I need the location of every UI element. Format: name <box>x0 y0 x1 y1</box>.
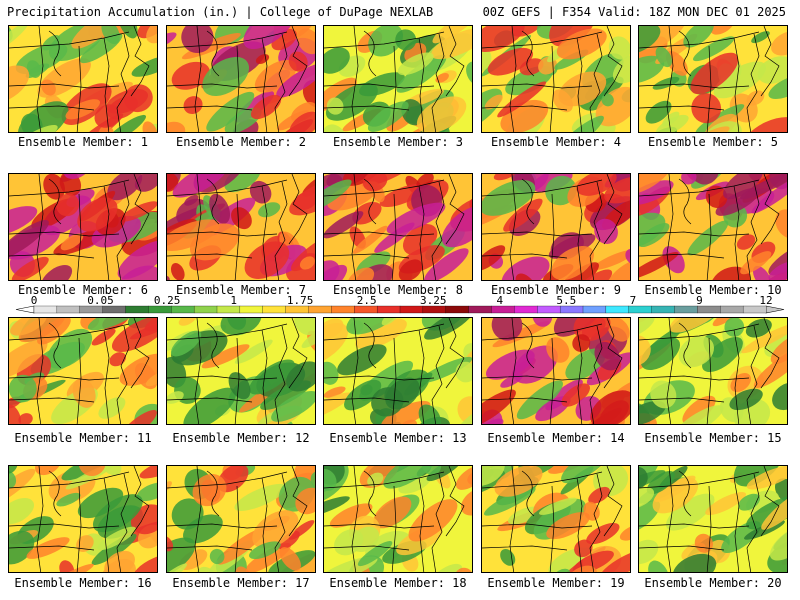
member-label-6: Ensemble Member: 6 <box>17 283 149 297</box>
colorbar-swatch <box>331 305 355 314</box>
colorbar-swatch <box>308 305 332 314</box>
member-label-1: Ensemble Member: 1 <box>17 135 149 149</box>
colorbar-swatch <box>582 305 607 314</box>
colorbar-swatch <box>605 305 630 314</box>
colorbar-swatch <box>33 305 58 314</box>
colorbar-swatch <box>628 305 652 314</box>
colorbar-tick-label: 12 <box>759 296 772 307</box>
member-map-19 <box>481 465 631 573</box>
member-map-10 <box>638 173 788 281</box>
member-label-5: Ensemble Member: 5 <box>647 135 779 149</box>
member-map-17 <box>166 465 316 573</box>
member-label-4: Ensemble Member: 4 <box>490 135 622 149</box>
member-label-13: Ensemble Member: 13 <box>329 431 467 445</box>
member-label-14: Ensemble Member: 14 <box>487 431 625 445</box>
member-map-16 <box>8 465 158 573</box>
colorbar-tick-label: 4 <box>497 296 504 307</box>
colorbar-swatch <box>262 305 286 314</box>
colorbar-swatch <box>216 305 241 314</box>
colorbar-swatch <box>79 305 103 314</box>
member-map-7 <box>166 173 316 281</box>
member-map-15 <box>638 317 788 425</box>
member-map-6 <box>8 173 158 281</box>
member-label-12: Ensemble Member: 12 <box>172 431 310 445</box>
member-label-17: Ensemble Member: 17 <box>172 576 310 590</box>
member-label-15: Ensemble Member: 15 <box>644 431 782 445</box>
precip-colorbar: 0 0.05 0.25 1 1.75 2.5 3.25 4 5.5 7 9 12 <box>15 296 785 314</box>
member-label-7: Ensemble Member: 7 <box>175 283 307 297</box>
colorbar-swatch <box>674 305 698 314</box>
member-label-3: Ensemble Member: 3 <box>332 135 464 149</box>
member-map-20 <box>638 465 788 573</box>
colorbar-swatch <box>239 305 264 314</box>
colorbar-tick-label: 7 <box>630 296 637 307</box>
colorbar-swatch <box>148 305 172 314</box>
colorbar-swatch <box>171 305 195 314</box>
member-map-1 <box>8 25 158 133</box>
member-label-2: Ensemble Member: 2 <box>175 135 307 149</box>
colorbar-swatch <box>445 305 469 314</box>
member-map-14 <box>481 317 631 425</box>
colorbar-tick-label: 0.05 <box>87 296 114 307</box>
run-valid-time: 00Z GEFS | F354 Valid: 18Z MON DEC 01 20… <box>482 5 786 19</box>
member-label-18: Ensemble Member: 18 <box>329 576 467 590</box>
colorbar-swatch <box>491 305 515 314</box>
colorbar-swatch <box>559 305 584 314</box>
member-map-12 <box>166 317 316 425</box>
colorbar-tick-label: 9 <box>696 296 703 307</box>
colorbar-tick-label: 2.5 <box>357 296 377 307</box>
colorbar-swatch <box>56 305 81 314</box>
colorbar-swatch <box>125 305 149 314</box>
member-label-11: Ensemble Member: 11 <box>14 431 152 445</box>
colorbar-swatch <box>102 305 126 314</box>
colorbar-swatch <box>742 305 767 314</box>
colorbar-tick-label: 0.25 <box>154 296 181 307</box>
member-map-9 <box>481 173 631 281</box>
colorbar-tick-label: 1.75 <box>287 296 314 307</box>
member-label-16: Ensemble Member: 16 <box>14 576 152 590</box>
member-label-10: Ensemble Member: 10 <box>644 283 782 297</box>
colorbar-tick-label: 0 <box>31 296 38 307</box>
member-map-18 <box>323 465 473 573</box>
member-label-9: Ensemble Member: 9 <box>490 283 622 297</box>
colorbar-swatch <box>376 305 401 314</box>
colorbar-swatch <box>354 305 378 314</box>
member-map-11 <box>8 317 158 425</box>
colorbar-swatch <box>285 305 309 314</box>
colorbar-swatch <box>697 305 721 314</box>
colorbar-tick-label: 1 <box>230 296 237 307</box>
member-label-8: Ensemble Member: 8 <box>332 283 464 297</box>
member-label-19: Ensemble Member: 19 <box>487 576 625 590</box>
member-map-4 <box>481 25 631 133</box>
colorbar-tick-label: 5.5 <box>556 296 576 307</box>
colorbar-swatch <box>514 305 538 314</box>
member-map-3 <box>323 25 473 133</box>
member-map-8 <box>323 173 473 281</box>
colorbar-swatch <box>651 305 675 314</box>
member-label-20: Ensemble Member: 20 <box>644 576 782 590</box>
colorbar-swatch <box>399 305 424 314</box>
member-map-2 <box>166 25 316 133</box>
colorbar-swatch <box>720 305 744 314</box>
member-map-5 <box>638 25 788 133</box>
colorbar-swatch <box>422 305 447 314</box>
colorbar-tick-label: 3.25 <box>420 296 447 307</box>
map-title: Precipitation Accumulation (in.) | Colle… <box>7 5 434 19</box>
colorbar-swatch <box>468 305 492 314</box>
member-map-13 <box>323 317 473 425</box>
colorbar-swatch <box>537 305 561 314</box>
colorbar-swatch <box>193 305 218 314</box>
